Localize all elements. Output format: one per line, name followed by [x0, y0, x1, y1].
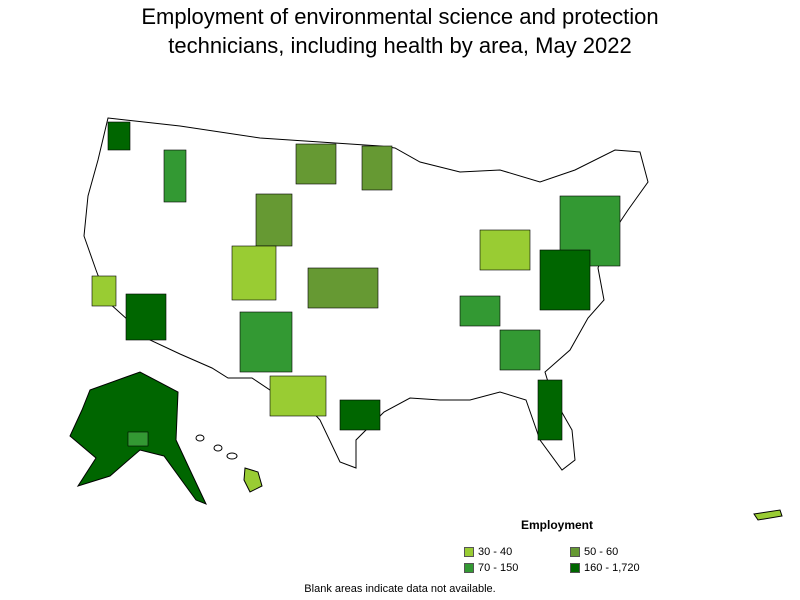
title-line-1: Employment of environmental science and … [141, 4, 659, 29]
area-colorado [231, 245, 277, 301]
hawaii [195, 434, 263, 493]
area-ohio [479, 229, 531, 271]
legend-item-70-150: 70 - 150 [464, 562, 518, 574]
legend-label: 30 - 40 [478, 546, 513, 558]
area-houston [339, 399, 381, 431]
map-title: Employment of environmental science and … [0, 2, 800, 60]
area-arizona [125, 293, 167, 341]
area-florida [537, 379, 563, 441]
area-texas-west [269, 375, 327, 417]
legend-swatch [570, 563, 580, 573]
area-midatlantic [539, 249, 591, 311]
legend-label: 70 - 150 [478, 562, 519, 574]
legend-item-30-40: 30 - 40 [464, 546, 512, 558]
legend-swatch [570, 547, 580, 557]
area-georgia [499, 329, 541, 371]
footnote: Blank areas indicate data not available. [304, 583, 496, 595]
legend-label: 50 - 60 [584, 546, 619, 558]
legend-item-160-1720: 160 - 1,720 [570, 562, 640, 574]
legend-label: 160 - 1,720 [584, 562, 640, 574]
area-minnesota [361, 145, 393, 191]
legend-swatch [464, 547, 474, 557]
puerto-rico [753, 509, 783, 521]
area-newmexico [239, 311, 293, 373]
area-idaho [163, 149, 187, 203]
legend-item-50-60: 50 - 60 [570, 546, 618, 558]
area-wyoming [255, 193, 293, 247]
area-washington [107, 121, 131, 151]
shaded-areas [91, 121, 621, 447]
legend-title: Employment [521, 518, 594, 532]
legend-swatch [464, 563, 474, 573]
area-tennessee [459, 295, 501, 327]
area-california-south [91, 275, 117, 307]
area-kansas [307, 267, 379, 309]
area-dakota [295, 143, 337, 185]
title-line-2: technicians, including health by area, M… [168, 33, 632, 58]
area-alaska-inner [127, 431, 149, 447]
